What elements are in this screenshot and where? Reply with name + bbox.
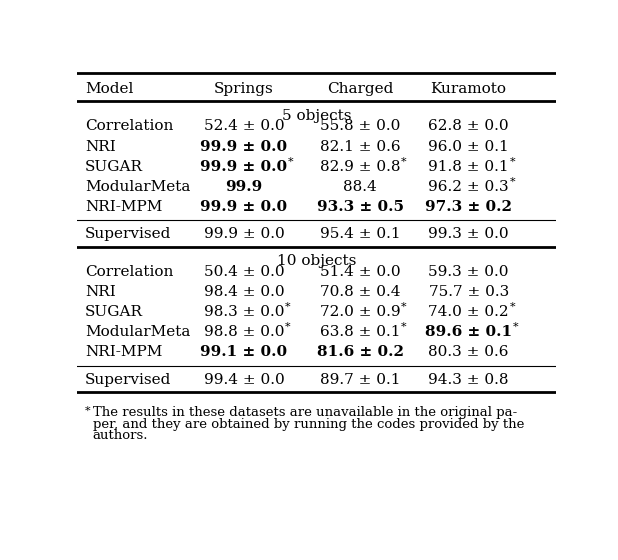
Text: 51.4 ± 0.0: 51.4 ± 0.0 [320, 265, 400, 279]
Text: 10 objects: 10 objects [277, 254, 357, 268]
Text: Springs: Springs [214, 82, 274, 96]
Text: 98.3 ± 0.0: 98.3 ± 0.0 [203, 305, 284, 319]
Text: 75.7 ± 0.3: 75.7 ± 0.3 [428, 285, 509, 299]
Text: Kuramoto: Kuramoto [431, 82, 507, 96]
Text: The results in these datasets are unavailable in the original pa-: The results in these datasets are unavai… [93, 406, 517, 419]
Text: 94.3 ± 0.8: 94.3 ± 0.8 [428, 373, 509, 387]
Text: Correlation: Correlation [85, 119, 174, 133]
Text: ModularMeta: ModularMeta [85, 325, 190, 339]
Text: SUGAR: SUGAR [85, 305, 143, 319]
Text: 99.9: 99.9 [225, 180, 263, 194]
Text: NRI: NRI [85, 139, 116, 153]
Text: *: * [401, 322, 407, 332]
Text: 98.8 ± 0.0: 98.8 ± 0.0 [203, 325, 284, 339]
Text: 80.3 ± 0.6: 80.3 ± 0.6 [428, 345, 509, 359]
Text: 91.8 ± 0.1: 91.8 ± 0.1 [428, 160, 509, 174]
Text: 99.3 ± 0.0: 99.3 ± 0.0 [428, 227, 509, 241]
Text: 96.2 ± 0.3: 96.2 ± 0.3 [428, 180, 509, 194]
Text: *: * [510, 302, 515, 312]
Text: 62.8 ± 0.0: 62.8 ± 0.0 [428, 119, 509, 133]
Text: 93.3 ± 0.5: 93.3 ± 0.5 [316, 199, 404, 213]
Text: Supervised: Supervised [85, 373, 171, 387]
Text: 99.9 ± 0.0: 99.9 ± 0.0 [200, 139, 287, 153]
Text: 99.4 ± 0.0: 99.4 ± 0.0 [203, 373, 284, 387]
Text: 99.1 ± 0.0: 99.1 ± 0.0 [200, 345, 287, 359]
Text: SUGAR: SUGAR [85, 160, 143, 174]
Text: *: * [285, 302, 290, 312]
Text: *: * [513, 322, 519, 332]
Text: 99.9 ± 0.0: 99.9 ± 0.0 [200, 160, 287, 174]
Text: 89.6 ± 0.1: 89.6 ± 0.1 [425, 325, 512, 339]
Text: 5 objects: 5 objects [282, 109, 352, 123]
Text: NRI-MPM: NRI-MPM [85, 199, 163, 213]
Text: NRI: NRI [85, 285, 116, 299]
Text: 95.4 ± 0.1: 95.4 ± 0.1 [320, 227, 400, 241]
Text: 72.0 ± 0.9: 72.0 ± 0.9 [320, 305, 400, 319]
Text: Charged: Charged [327, 82, 393, 96]
Text: *: * [510, 176, 515, 186]
Text: *: * [285, 322, 290, 332]
Text: authors.: authors. [93, 429, 148, 442]
Text: Model: Model [85, 82, 133, 96]
Text: 98.4 ± 0.0: 98.4 ± 0.0 [203, 285, 284, 299]
Text: 70.8 ± 0.4: 70.8 ± 0.4 [320, 285, 400, 299]
Text: *: * [401, 302, 407, 312]
Text: 59.3 ± 0.0: 59.3 ± 0.0 [428, 265, 509, 279]
Text: *: * [85, 406, 91, 416]
Text: 63.8 ± 0.1: 63.8 ± 0.1 [320, 325, 400, 339]
Text: 81.6 ± 0.2: 81.6 ± 0.2 [316, 345, 404, 359]
Text: 99.9 ± 0.0: 99.9 ± 0.0 [200, 199, 287, 213]
Text: 52.4 ± 0.0: 52.4 ± 0.0 [203, 119, 284, 133]
Text: *: * [401, 157, 407, 167]
Text: ModularMeta: ModularMeta [85, 180, 190, 194]
Text: 82.1 ± 0.6: 82.1 ± 0.6 [320, 139, 400, 153]
Text: 97.3 ± 0.2: 97.3 ± 0.2 [425, 199, 512, 213]
Text: 74.0 ± 0.2: 74.0 ± 0.2 [428, 305, 509, 319]
Text: 96.0 ± 0.1: 96.0 ± 0.1 [428, 139, 509, 153]
Text: 82.9 ± 0.8: 82.9 ± 0.8 [320, 160, 400, 174]
Text: 50.4 ± 0.0: 50.4 ± 0.0 [203, 265, 284, 279]
Text: *: * [510, 157, 515, 167]
Text: 99.9 ± 0.0: 99.9 ± 0.0 [203, 227, 284, 241]
Text: 89.7 ± 0.1: 89.7 ± 0.1 [320, 373, 400, 387]
Text: 88.4: 88.4 [343, 180, 377, 194]
Text: Supervised: Supervised [85, 227, 171, 241]
Text: per, and they are obtained by running the codes provided by the: per, and they are obtained by running th… [93, 418, 524, 431]
Text: Correlation: Correlation [85, 265, 174, 279]
Text: NRI-MPM: NRI-MPM [85, 345, 163, 359]
Text: 55.8 ± 0.0: 55.8 ± 0.0 [320, 119, 400, 133]
Text: *: * [288, 157, 294, 167]
